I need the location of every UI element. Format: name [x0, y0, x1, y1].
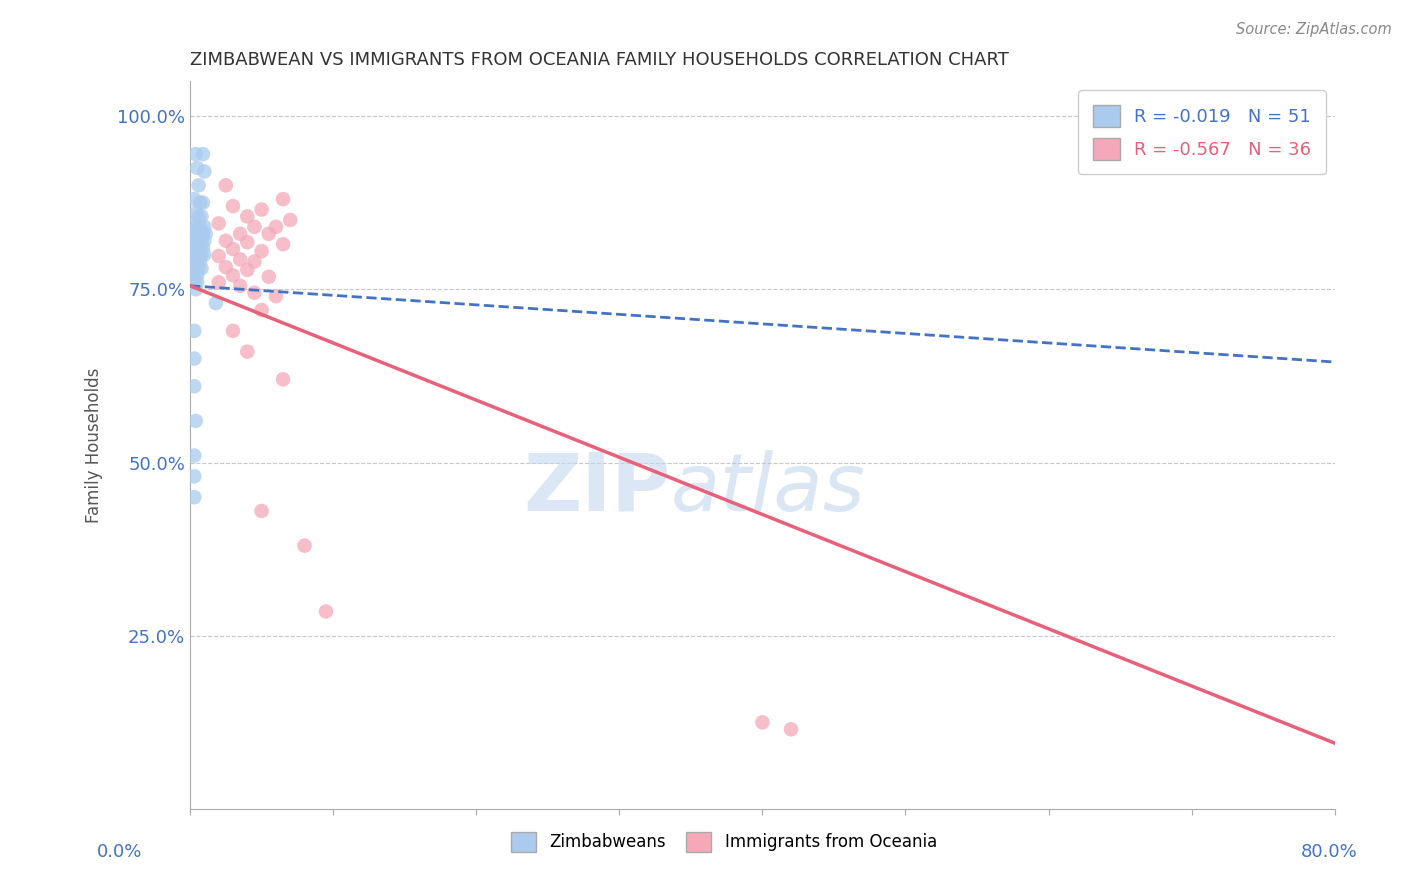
Point [191, 241, 214, 255]
Point [191, 195, 214, 210]
Point [183, 351, 205, 366]
Point [188, 254, 211, 268]
Point [222, 242, 245, 256]
Point [264, 219, 287, 234]
Point [236, 210, 259, 224]
Point [187, 234, 209, 248]
Point [271, 192, 294, 206]
Point [751, 715, 773, 730]
Point [186, 161, 208, 175]
Point [215, 234, 238, 248]
Point [183, 192, 205, 206]
Point [184, 206, 207, 220]
Point [780, 723, 803, 737]
Point [222, 199, 245, 213]
Point [183, 379, 205, 393]
Point [236, 344, 259, 359]
Point [236, 235, 259, 249]
Point [186, 227, 208, 241]
Point [186, 219, 208, 234]
Point [184, 414, 207, 428]
Point [184, 282, 207, 296]
Text: ZIP: ZIP [523, 450, 671, 528]
Point [190, 234, 212, 248]
Text: 0.0%: 0.0% [97, 843, 142, 861]
Point [271, 237, 294, 252]
Point [183, 490, 205, 504]
Point [264, 289, 287, 303]
Point [186, 254, 208, 268]
Text: ZIMBABWEAN VS IMMIGRANTS FROM OCEANIA FAMILY HOUSEHOLDS CORRELATION CHART: ZIMBABWEAN VS IMMIGRANTS FROM OCEANIA FA… [190, 51, 1010, 69]
Point [190, 247, 212, 261]
Point [278, 213, 301, 227]
Point [188, 227, 211, 241]
Legend: Zimbabweans, Immigrants from Oceania: Zimbabweans, Immigrants from Oceania [505, 825, 943, 859]
Point [190, 261, 212, 276]
Point [183, 276, 205, 290]
Point [183, 254, 205, 268]
Point [193, 219, 215, 234]
Point [215, 260, 238, 274]
Point [208, 216, 231, 230]
Point [191, 227, 214, 241]
Point [229, 252, 252, 267]
Point [188, 241, 211, 255]
Point [236, 263, 259, 277]
Point [193, 234, 215, 248]
Point [190, 210, 212, 224]
Point [191, 147, 214, 161]
Point [187, 261, 209, 276]
Point [315, 605, 337, 619]
Point [184, 247, 207, 261]
Point [183, 324, 205, 338]
Point [250, 303, 273, 318]
Point [250, 202, 273, 217]
Point [229, 278, 252, 293]
Point [183, 241, 205, 255]
Point [183, 449, 205, 463]
Text: 80.0%: 80.0% [1301, 843, 1357, 861]
Point [257, 227, 280, 241]
Point [186, 276, 208, 290]
Point [186, 241, 208, 255]
Point [183, 216, 205, 230]
Point [250, 504, 273, 518]
Text: atlas: atlas [671, 450, 866, 528]
Legend: R = -0.019   N = 51, R = -0.567   N = 36: R = -0.019 N = 51, R = -0.567 N = 36 [1078, 90, 1326, 174]
Y-axis label: Family Households: Family Households [86, 368, 103, 523]
Point [222, 324, 245, 338]
Point [243, 285, 266, 300]
Point [229, 227, 252, 241]
Point [188, 195, 211, 210]
Point [208, 276, 231, 290]
Point [243, 254, 266, 268]
Point [271, 372, 294, 386]
Point [183, 227, 205, 241]
Point [187, 178, 209, 193]
Point [194, 227, 217, 241]
Point [187, 247, 209, 261]
Point [222, 268, 245, 283]
Point [183, 268, 205, 283]
Text: Source: ZipAtlas.com: Source: ZipAtlas.com [1236, 22, 1392, 37]
Point [188, 219, 211, 234]
Point [193, 164, 215, 178]
Point [193, 247, 215, 261]
Point [187, 210, 209, 224]
Point [250, 244, 273, 259]
Point [204, 296, 226, 310]
Point [186, 268, 208, 283]
Point [208, 249, 231, 263]
Point [215, 178, 238, 193]
Point [184, 234, 207, 248]
Point [257, 269, 280, 284]
Point [294, 539, 316, 553]
Point [184, 261, 207, 276]
Point [243, 219, 266, 234]
Point [184, 147, 207, 161]
Point [183, 469, 205, 483]
